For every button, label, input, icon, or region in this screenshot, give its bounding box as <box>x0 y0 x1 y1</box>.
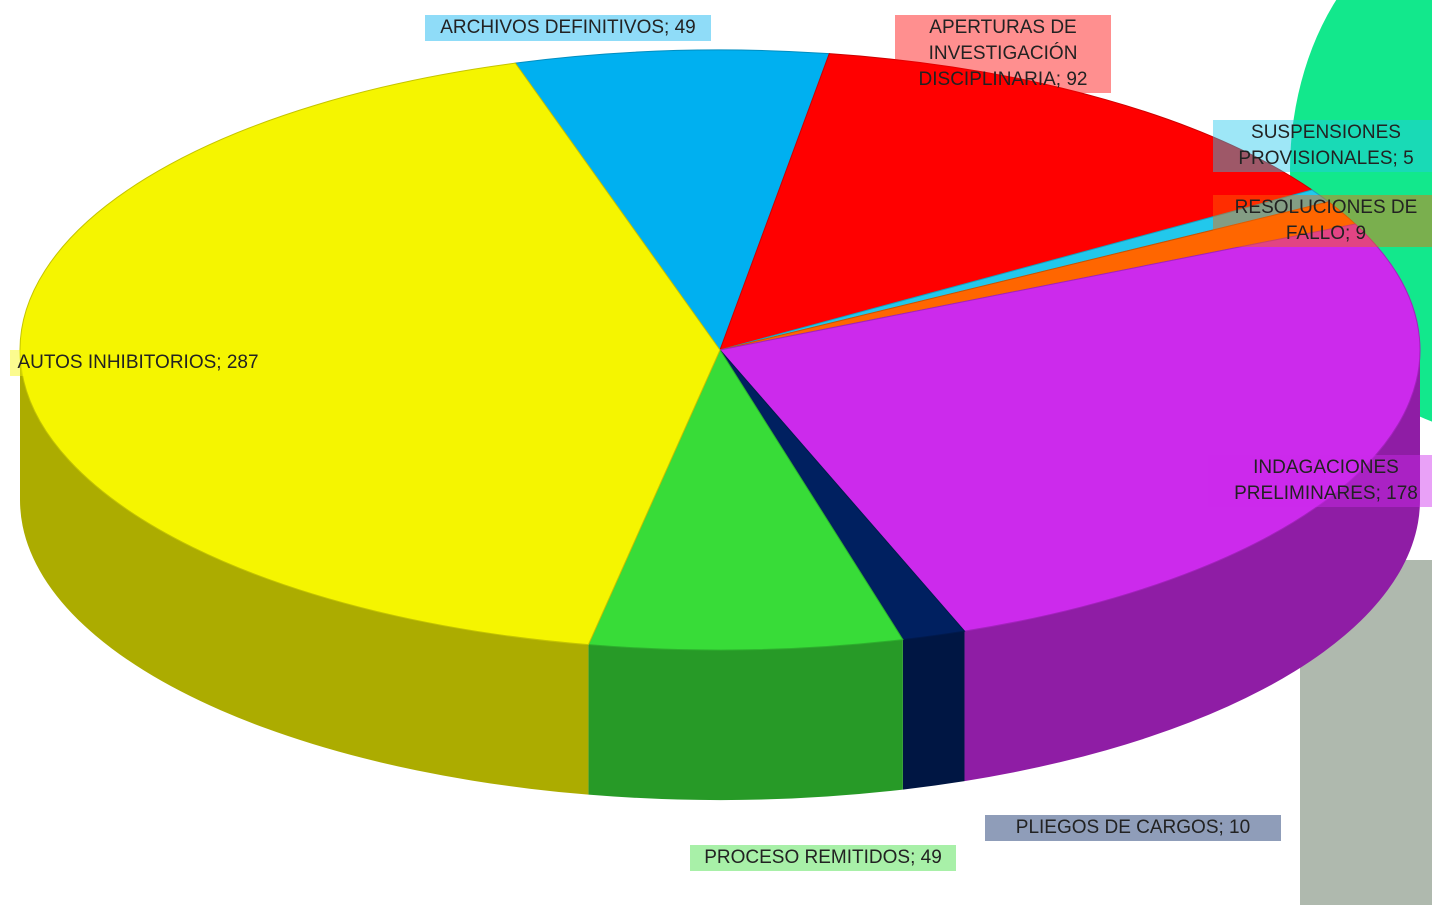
data-label: APERTURAS DE INVESTIGACIÓN DISCIPLINARIA… <box>895 15 1111 93</box>
data-label: AUTOS INHIBITORIOS; 287 <box>10 350 266 376</box>
page: ARCHIVOS DEFINITIVOS; 49 APERTURAS DE INV… <box>0 0 1432 905</box>
data-label: ARCHIVOS DEFINITIVOS; 49 <box>425 15 711 41</box>
data-label: INDAGACIONES PRELIMINARES; 178 <box>1208 455 1432 507</box>
data-label: PROCESO REMITIDOS; 49 <box>690 845 956 871</box>
data-label: RESOLUCIONES DE FALLO; 9 <box>1213 195 1432 247</box>
slice-side <box>903 631 965 789</box>
slice-side <box>588 640 902 800</box>
data-label: SUSPENSIONES PROVISIONALES; 5 <box>1213 120 1432 172</box>
data-label: PLIEGOS DE CARGOS; 10 <box>985 815 1281 841</box>
